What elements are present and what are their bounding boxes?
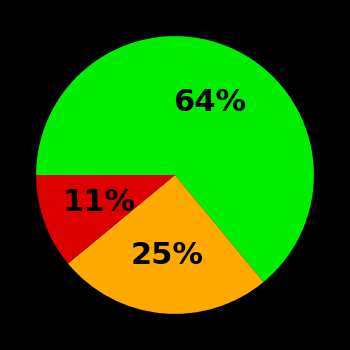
Text: 64%: 64% <box>173 88 246 117</box>
Text: 11%: 11% <box>63 188 136 217</box>
Wedge shape <box>36 175 175 264</box>
Wedge shape <box>68 175 264 314</box>
Wedge shape <box>36 36 314 282</box>
Text: 25%: 25% <box>131 241 204 270</box>
